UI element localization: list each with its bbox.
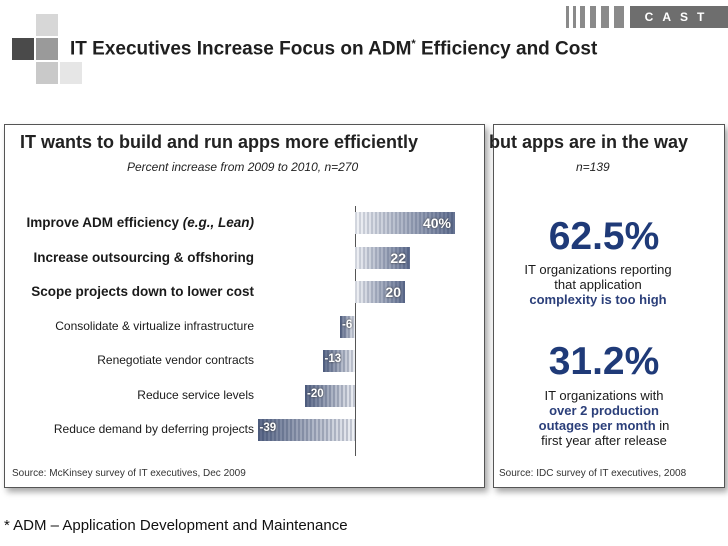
category-label: Reduce service levels — [137, 387, 254, 402]
stat-outages-text: IT organizations with over 2 production … — [538, 388, 670, 448]
left-panel-heading: IT wants to build and run apps more effi… — [20, 132, 419, 152]
right-panel-subtitle: n=139 — [576, 160, 610, 174]
category-label: Renegotiate vendor contracts — [97, 353, 254, 367]
category-label: Reduce demand by deferring projects — [53, 422, 254, 436]
data-label: 20 — [385, 284, 401, 300]
bar — [355, 246, 410, 269]
stat-complexity-text: IT organizations reporting that applicat… — [524, 262, 672, 307]
right-panel-source: Source: IDC survey of IT executives, 200… — [499, 468, 687, 479]
data-label: -20 — [307, 387, 324, 400]
brand-bars — [566, 6, 626, 28]
page-title: IT Executives Increase Focus on ADM* Eff… — [70, 38, 598, 60]
left-panel — [4, 124, 485, 488]
zero-axis — [355, 206, 356, 456]
bar — [322, 350, 355, 372]
category-label: Increase outsourcing & offshoring — [33, 249, 254, 265]
left-panel-source: Source: McKinsey survey of IT executives… — [12, 468, 246, 479]
stat-complexity-value: 62.5% — [548, 215, 660, 258]
corner-square-4 — [36, 62, 58, 84]
data-label: 40% — [422, 215, 451, 231]
corner-square-2 — [12, 38, 34, 60]
data-label: -6 — [342, 318, 353, 331]
corner-square-3 — [36, 38, 58, 60]
bar — [355, 281, 405, 303]
corner-square-1 — [36, 14, 58, 36]
left-panel-subtitle: Percent increase from 2009 to 2010, n=27… — [127, 160, 359, 174]
right-panel-heading: but apps are in the way — [489, 132, 689, 152]
stat-outages-value: 31.2% — [548, 340, 660, 383]
category-label: Improve ADM efficiency (e.g., Lean) — [26, 215, 254, 230]
brand-logo: CAST — [630, 6, 728, 28]
corner-square-5 — [60, 62, 82, 84]
data-label: -13 — [324, 353, 342, 365]
bar — [355, 212, 455, 234]
bar — [257, 419, 355, 441]
bar — [305, 384, 355, 407]
bar — [340, 315, 355, 338]
data-label: -39 — [259, 422, 277, 434]
category-label: Scope projects down to lower cost — [31, 284, 254, 299]
footnote: * ADM – Application Development and Main… — [4, 517, 348, 534]
right-panel — [493, 124, 725, 488]
category-label: Consolidate & virtualize infrastructure — [55, 318, 254, 333]
data-label: 22 — [390, 249, 406, 266]
